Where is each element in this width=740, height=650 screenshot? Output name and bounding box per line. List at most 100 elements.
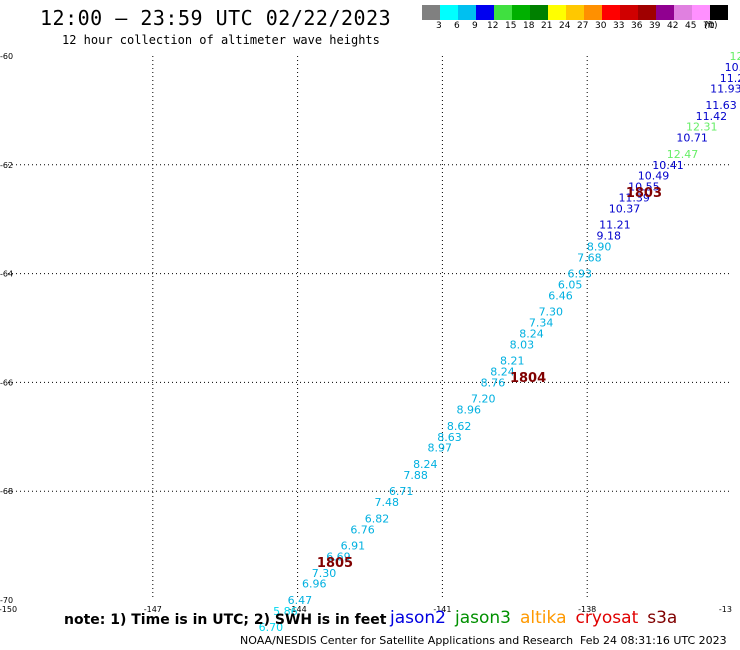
legend-swatch <box>530 5 548 20</box>
legend-swatch <box>458 5 476 20</box>
longitude-tick-label: -13 <box>719 605 732 614</box>
wave-height-label: 12.47 <box>667 148 699 161</box>
legend-label: 27 <box>577 21 589 31</box>
legend-label: 39 <box>649 21 661 31</box>
timestamp-text: Feb 24 08:31:16 UTC 2023 <box>580 634 727 647</box>
legend-swatch <box>422 5 440 20</box>
units-note: note: 1) Time is in UTC; 2) SWH is in fe… <box>64 612 387 628</box>
wave-height-label: 6.05 <box>558 278 583 291</box>
wave-height-label: 11.24 <box>720 72 740 85</box>
legend-label: 9 <box>472 21 478 31</box>
wave-height-label: 8.76 <box>481 376 506 389</box>
wave-height-label: 7.30 <box>539 306 564 319</box>
wave-height-label: 10.49 <box>638 170 670 183</box>
legend-swatch <box>692 5 710 20</box>
wave-height-label: 6.93 <box>568 268 593 281</box>
latitude-tick-label: -62 <box>0 161 13 170</box>
wave-height-label: 10.37 <box>609 202 641 215</box>
wave-height-label: 11.93 <box>710 83 740 96</box>
latitude-tick-label: -60 <box>0 52 13 61</box>
wave-height-label: 10.41 <box>652 159 684 172</box>
legend-swatch <box>548 5 566 20</box>
wave-height-label: 7.30 <box>312 567 337 580</box>
legend-swatch <box>494 5 512 20</box>
longitude-tick-label: -147 <box>144 605 162 614</box>
pass-time-label: 1803 <box>626 186 662 201</box>
latitude-tick-label: -70 <box>0 596 13 605</box>
wave-height-label: 6.69 <box>326 550 351 563</box>
wave-height-label: 12.31 <box>686 121 718 134</box>
wave-height-label: 7.88 <box>403 469 428 482</box>
longitude-tick-label: -150 <box>0 605 17 614</box>
legend-swatch <box>440 5 458 20</box>
wave-height-label: 7.48 <box>374 496 399 509</box>
legend-label: 6 <box>454 21 460 31</box>
legend-label: 18 <box>523 21 535 31</box>
wave-height-label: 6.70 <box>259 621 284 634</box>
satellite-name: altika <box>520 608 567 628</box>
legend-label: 42 <box>667 21 679 31</box>
wave-height-label: 11.39 <box>618 191 650 204</box>
wave-height-label: 6.82 <box>365 512 390 525</box>
legend-swatch <box>710 5 728 20</box>
wave-height-label: 8.03 <box>510 338 535 351</box>
legend-swatch <box>584 5 602 20</box>
color-legend-labels: 3 6 9 12 15 18 21 24 27 30 33 36 39 42 45 70 (ft) <box>422 21 740 35</box>
wave-height-label: 6.71 <box>389 485 414 498</box>
wave-height-label: 6.96 <box>302 578 327 591</box>
legend-swatch <box>620 5 638 20</box>
wave-height-label: 8.97 <box>428 442 453 455</box>
legend-label: 15 <box>505 21 517 31</box>
wave-height-label: 8.90 <box>587 240 612 253</box>
credit-text: NOAA/NESDIS Center for Satellite Applica… <box>240 634 574 647</box>
legend-swatch <box>566 5 584 20</box>
pass-time-label: 1804 <box>510 371 546 386</box>
latitude-tick-label: -68 <box>0 487 13 496</box>
wave-height-label: 6.47 <box>288 594 313 607</box>
legend-swatch <box>656 5 674 20</box>
page-title: 12:00 – 23:59 UTC 02/22/2023 <box>40 6 392 30</box>
wave-height-label: 10.71 <box>676 132 708 145</box>
longitude-tick-label: -141 <box>433 605 451 614</box>
satellite-name: cryosat <box>575 608 639 628</box>
legend-swatch <box>512 5 530 20</box>
wave-height-label: 11.21 <box>599 219 631 232</box>
legend-label: 45 <box>685 21 697 31</box>
wave-height-label: 10.58 <box>725 61 740 74</box>
wave-height-label: 8.24 <box>413 458 438 471</box>
legend-swatch <box>476 5 494 20</box>
legend-label: 36 <box>631 21 643 31</box>
satellite-name: jason3 <box>455 608 511 628</box>
wave-height-label: 8.63 <box>437 431 462 444</box>
longitude-tick-label: -138 <box>578 605 596 614</box>
wave-height-label: 11.63 <box>705 99 737 112</box>
legend-label: 12 <box>487 21 499 31</box>
legend-swatch <box>602 5 620 20</box>
legend-label: 24 <box>559 21 571 31</box>
wave-height-label: 5.86 <box>273 605 298 618</box>
legend-label: (ft) <box>704 21 718 31</box>
wave-height-label: 11.42 <box>696 110 728 123</box>
wave-height-label: 8.62 <box>447 420 472 433</box>
legend-label: 33 <box>613 21 625 31</box>
pass-time-label: 1805 <box>317 556 353 571</box>
longitude-tick-label: -144 <box>289 605 307 614</box>
wave-height-label: 10.55 <box>628 181 660 194</box>
legend-label: 70 <box>703 21 715 31</box>
wave-height-label: 8.24 <box>490 366 515 379</box>
wave-height-label: 6.91 <box>341 540 366 553</box>
wave-height-label: 12.63 <box>729 50 740 63</box>
color-legend <box>422 5 728 20</box>
wave-height-label: 9.18 <box>596 230 621 243</box>
wave-height-label: 6.76 <box>350 523 375 536</box>
wave-height-label: 7.20 <box>471 393 496 406</box>
satellite-name: s3a <box>647 608 678 628</box>
latitude-tick-label: -66 <box>0 378 13 387</box>
satellite-name: jason2 <box>390 608 446 628</box>
legend-swatch <box>638 5 656 20</box>
wave-height-label: 6.46 <box>548 289 573 302</box>
legend-label: 3 <box>436 21 442 31</box>
legend-label: 30 <box>595 21 607 31</box>
